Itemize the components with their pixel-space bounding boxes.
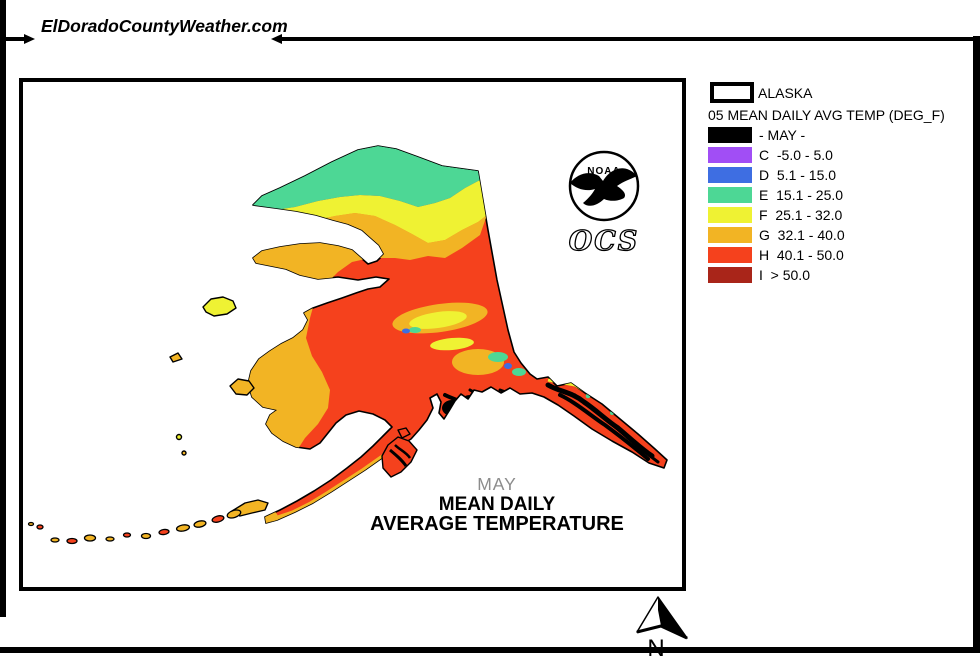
noaa-logo: NOAA OCS [568, 150, 640, 258]
islands [27, 296, 418, 545]
north-arrow: N [636, 596, 688, 661]
st-matthew-island [169, 352, 183, 363]
afognak-island [397, 427, 411, 439]
page-border-right [973, 36, 980, 653]
north-arrow-chevron [636, 624, 688, 640]
map-title-month: MAY [477, 474, 517, 494]
site-title: ElDoradoCountyWeather.com [41, 16, 288, 36]
arrow-left-icon [271, 34, 282, 44]
yellow-band [253, 180, 487, 243]
pribilof-island [175, 433, 183, 441]
nunivak-island [229, 378, 255, 396]
legend-row: E 15.1 - 25.0 [708, 185, 845, 205]
legend-region-label: ALASKA [758, 85, 813, 101]
aleutian-islands [27, 509, 242, 545]
pribilof-island [181, 450, 187, 456]
alaska-temperature-map: NOAA OCS MAY MEAN DAILY AVERAGE TEMPERAT… [19, 78, 686, 591]
arrow-right-icon [24, 34, 35, 44]
legend-row: D 5.1 - 15.0 [708, 165, 845, 185]
legend-swatch [708, 207, 752, 223]
header-rule-left [0, 37, 24, 41]
map-title-line1: MEAN DAILY [439, 494, 556, 515]
page-border-left [0, 0, 6, 617]
mountain-patch [430, 337, 474, 351]
legend-title: 05 MEAN DAILY AVG TEMP (DEG_F) [708, 107, 945, 123]
legend-row: - MAY - [708, 125, 845, 145]
legend-label: H 40.1 - 50.0 [759, 247, 844, 263]
legend-swatch [708, 267, 752, 283]
legend-row: F 25.1 - 32.0 [708, 205, 845, 225]
kodiak-texture [389, 448, 408, 467]
legend-label: - MAY - [759, 127, 806, 143]
mountain-patch [504, 363, 512, 369]
legend-swatch [708, 127, 752, 143]
mountain-patch [409, 327, 421, 333]
mountain-patch [512, 368, 526, 376]
teal-band [253, 146, 480, 210]
legend-row: C -5.0 - 5.0 [708, 145, 845, 165]
north-label: N [647, 635, 664, 661]
mountain-patch [488, 352, 508, 362]
legend: - MAY - C -5.0 - 5.0 D 5.1 - 15.0 E 15.1… [708, 125, 845, 285]
legend-swatch [708, 167, 752, 183]
legend-label: F 25.1 - 32.0 [759, 207, 843, 223]
legend-row: I > 50.0 [708, 265, 845, 285]
legend-swatch [708, 247, 752, 263]
st-lawrence-island [202, 296, 237, 317]
noaa-label: NOAA [587, 166, 620, 177]
legend-label: C -5.0 - 5.0 [759, 147, 833, 163]
legend-label: E 15.1 - 25.0 [759, 187, 844, 203]
legend-swatch [708, 227, 752, 243]
legend-swatch [708, 187, 752, 203]
map-title-line2: AVERAGE TEMPERATURE [370, 513, 624, 535]
legend-label: I > 50.0 [759, 267, 810, 283]
alaska-outline-swatch [710, 82, 754, 103]
mountain-patch [409, 311, 467, 329]
legend-swatch [708, 147, 752, 163]
ocs-label: OCS [569, 226, 640, 257]
legend-label: G 32.1 - 40.0 [759, 227, 845, 243]
noaa-bird-icon [570, 168, 637, 206]
legend-row: G 32.1 - 40.0 [708, 225, 845, 245]
page-border-bottom [0, 647, 980, 653]
mountain-patch [402, 328, 410, 334]
kodiak-texture [394, 444, 412, 459]
legend-label: D 5.1 - 15.0 [759, 167, 837, 183]
legend-row: H 40.1 - 50.0 [708, 245, 845, 265]
header-rule-right [282, 37, 980, 41]
